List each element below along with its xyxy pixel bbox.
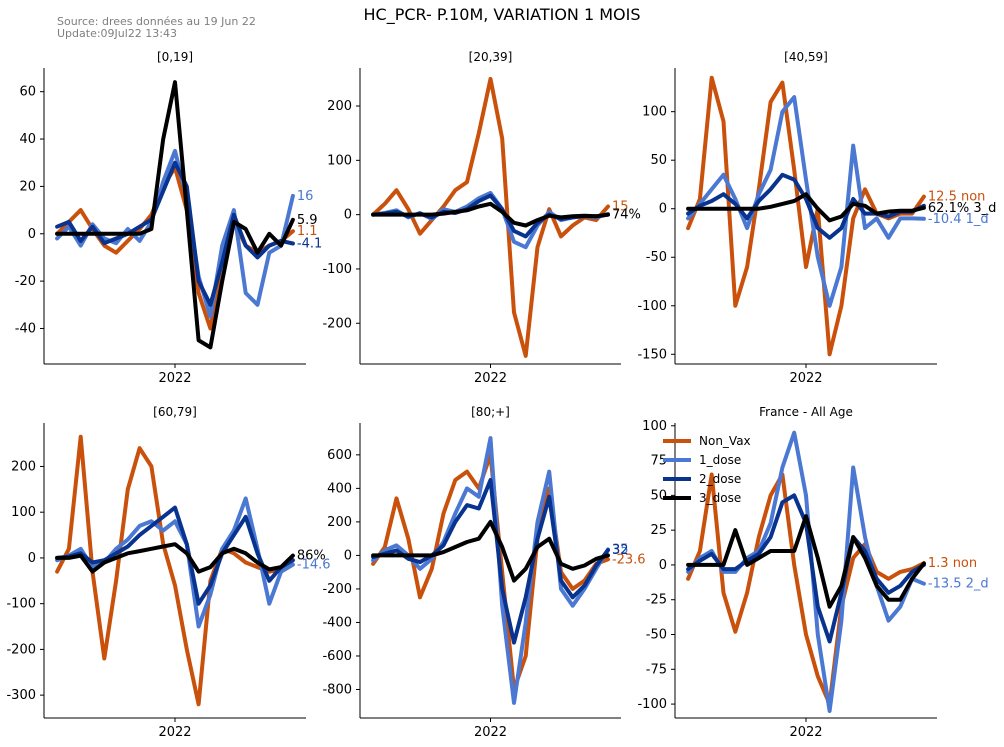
end-value-label: 74%	[612, 208, 641, 223]
y-tick-label: 25	[650, 523, 667, 538]
series-line-1-dose	[686, 430, 926, 713]
y-tick-label: 100	[642, 105, 667, 120]
y-tick-label: 0	[28, 227, 36, 242]
series-line-2-dose	[55, 505, 295, 606]
end-value-label: -14.6	[297, 558, 331, 573]
y-tick-label: 50	[650, 488, 667, 503]
y-tick-label: -100	[637, 697, 667, 712]
y-tick-label: -40	[15, 321, 36, 336]
y-tick-label: -100	[637, 299, 667, 314]
update-line: Update:09Jul22 13:43	[57, 27, 178, 40]
legend-label: Non_Vax	[699, 434, 751, 448]
end-value-label: 62.1% 3_d	[928, 201, 996, 216]
panel-title: [0,19]	[157, 50, 193, 64]
series-line-1-dose	[371, 190, 610, 250]
y-tick-label: -600	[322, 649, 352, 664]
x-tick-label: 2022	[474, 725, 507, 740]
end-value-label: 32	[612, 543, 629, 558]
panel-title: [20,39]	[469, 50, 513, 64]
x-tick-label: 2022	[158, 725, 191, 740]
end-value-label: 16	[297, 189, 314, 204]
end-value-label: 1.3 non	[928, 556, 977, 571]
end-value-label: 1.1	[297, 224, 318, 239]
y-tick-label: -50	[646, 250, 667, 265]
end-value-label: -23.6	[612, 552, 646, 567]
y-tick-label: -300	[6, 688, 36, 703]
y-tick-label: 50	[650, 153, 667, 168]
series-line-non-vax	[686, 472, 926, 707]
y-tick-label: -75	[646, 662, 667, 677]
y-tick-label: 40	[19, 132, 36, 147]
figure-title: HC_PCR- P.10M, VARIATION 1 MOIS	[363, 5, 641, 24]
end-value-label: 12.5 non	[928, 190, 986, 205]
series-line-3-dose	[686, 192, 926, 223]
y-tick-label: -800	[322, 683, 352, 698]
end-value-label: -13.5 2_d	[928, 577, 989, 592]
legend-label: 3_dose	[699, 491, 741, 505]
series-line-1-dose	[55, 496, 295, 629]
y-tick-label: 0	[659, 202, 667, 217]
y-tick-label: -100	[322, 262, 352, 277]
x-tick-label: 2022	[789, 725, 822, 740]
y-tick-label: -100	[6, 597, 36, 612]
y-tick-label: -200	[6, 642, 36, 657]
end-value-label: 86%	[297, 549, 326, 564]
y-tick-label: 60	[19, 85, 36, 100]
end-value-label: -4.1	[297, 236, 322, 251]
y-tick-label: 75	[650, 454, 667, 469]
y-tick-label: 200	[11, 459, 36, 474]
y-tick-label: -20	[15, 274, 36, 289]
panel-title: [40,59]	[784, 50, 828, 64]
end-value-label: 15	[612, 199, 629, 214]
series-line-2-dose	[371, 478, 610, 645]
y-tick-label: 200	[327, 515, 352, 530]
y-tick-label: 100	[11, 505, 36, 520]
y-tick-label: 0	[344, 548, 352, 563]
series-line-2-dose	[686, 172, 926, 240]
y-tick-label: 0	[28, 551, 36, 566]
end-value-label: -10.4 1_d	[928, 212, 989, 227]
panel-title: France - All Age	[759, 405, 853, 419]
x-tick-label: 2022	[789, 371, 822, 386]
end-value-label: 35	[612, 543, 629, 558]
series-line-non-vax	[55, 434, 295, 707]
legend-label: 1_dose	[699, 453, 741, 467]
x-tick-label: 2022	[158, 371, 191, 386]
y-tick-label: 600	[327, 448, 352, 463]
legend-label: 2_dose	[699, 472, 741, 486]
y-tick-label: -50	[646, 628, 667, 643]
source-note: Source: drees données au 19 Jun 22 Updat…	[57, 16, 256, 40]
y-tick-label: 20	[19, 179, 36, 194]
series-line-3-dose	[371, 519, 610, 583]
y-tick-label: 100	[642, 419, 667, 434]
y-tick-label: -200	[322, 316, 352, 331]
y-tick-label: 0	[344, 208, 352, 223]
panel-title: [60,79]	[153, 405, 197, 419]
series-line-3-dose	[371, 201, 610, 228]
y-tick-label: -200	[322, 582, 352, 597]
series-line-3-dose	[55, 542, 295, 574]
y-tick-label: 200	[327, 99, 352, 114]
y-tick-label: -400	[322, 615, 352, 630]
series-line-1-dose	[686, 95, 926, 308]
panel-title: [80;+]	[471, 405, 510, 419]
series-line-3-dose	[55, 80, 295, 350]
y-tick-label: 400	[327, 481, 352, 496]
x-tick-label: 2022	[474, 371, 507, 386]
y-tick-label: 100	[327, 153, 352, 168]
y-tick-label: 0	[659, 558, 667, 573]
end-value-label: 5.9	[297, 213, 318, 228]
source-line: Source: drees données au 19 Jun 22	[57, 15, 256, 28]
series-line-3-dose	[686, 514, 926, 609]
y-tick-label: -25	[646, 593, 667, 608]
y-tick-label: -150	[637, 347, 667, 362]
